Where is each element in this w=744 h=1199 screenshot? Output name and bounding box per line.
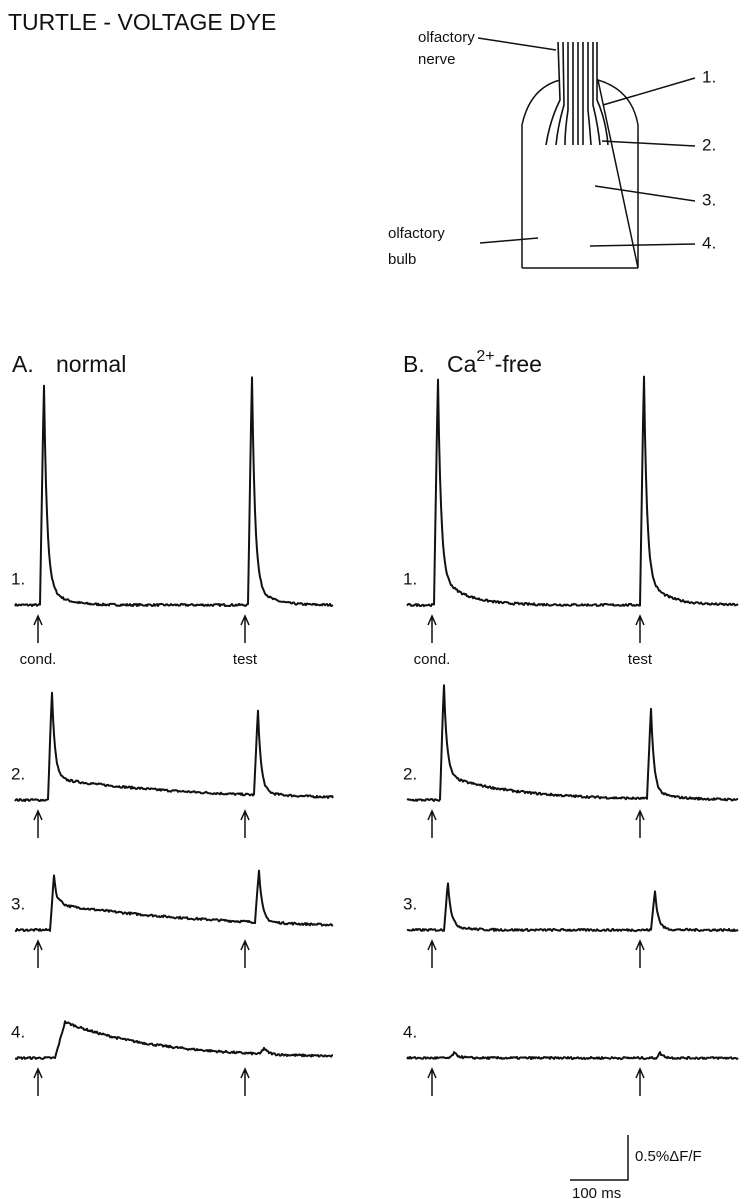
stimulus-arrow	[33, 809, 43, 838]
scale-bar	[570, 1135, 629, 1181]
panel-condition: normal	[56, 351, 126, 377]
stimulus-arrow	[427, 1067, 437, 1096]
trace	[14, 1020, 334, 1060]
trace-label: 2.	[403, 764, 417, 783]
scale-x-label: 100 ms	[572, 1185, 621, 1199]
trace-label: 3.	[11, 894, 25, 913]
trace	[406, 1051, 739, 1061]
stimulus-arrow	[635, 1067, 645, 1096]
trace	[406, 684, 739, 802]
stimulus-arrow	[427, 939, 437, 968]
stimulus-arrow	[240, 809, 250, 838]
panel-condition: Ca2+-free	[447, 348, 542, 377]
region-label: 1.	[702, 67, 716, 86]
panel-label: B.	[403, 351, 425, 377]
stimulus-label: test	[628, 651, 653, 668]
trace	[14, 869, 334, 933]
stimulus-arrow	[427, 809, 437, 838]
bulb-diagram	[477, 37, 696, 269]
nerve-label: nerve	[418, 51, 456, 68]
trace	[14, 376, 334, 608]
scale-y-label: 0.5%ΔF/F	[635, 1148, 702, 1165]
stimulus-arrow	[240, 614, 250, 643]
trace	[14, 691, 334, 803]
trace-label: 2.	[11, 764, 25, 783]
bulb-label: olfactory	[388, 225, 445, 242]
trace-label: 4.	[11, 1022, 25, 1041]
stimulus-arrow	[240, 1067, 250, 1096]
stimulus-arrow	[427, 614, 437, 643]
stimulus-arrow	[33, 614, 43, 643]
stimulus-arrow	[240, 939, 250, 968]
region-label: 2.	[702, 135, 716, 154]
stimulus-arrow	[635, 614, 645, 643]
stimulus-arrow	[635, 809, 645, 838]
title: TURTLE - VOLTAGE DYE	[8, 9, 276, 35]
stimulus-arrow	[635, 939, 645, 968]
trace-label: 3.	[403, 894, 417, 913]
stimulus-label: test	[233, 651, 258, 668]
stimulus-arrow	[33, 939, 43, 968]
stimulus-label: cond.	[414, 651, 451, 668]
region-label: 4.	[702, 233, 716, 252]
trace-label: 1.	[11, 569, 25, 588]
region-label: 3.	[702, 190, 716, 209]
condition-sup: 2+	[476, 348, 494, 365]
panel-label: A.	[12, 351, 34, 377]
stimulus-arrow	[33, 1067, 43, 1096]
trace-label: 1.	[403, 569, 417, 588]
nerve-label: olfactory	[418, 29, 475, 46]
trace	[406, 882, 739, 933]
trace-label: 4.	[403, 1022, 417, 1041]
bulb-label: bulb	[388, 251, 416, 268]
condition-rest: -free	[495, 351, 542, 377]
stimulus-label: cond.	[20, 651, 57, 668]
trace	[406, 375, 739, 608]
condition-base: Ca	[447, 351, 477, 377]
